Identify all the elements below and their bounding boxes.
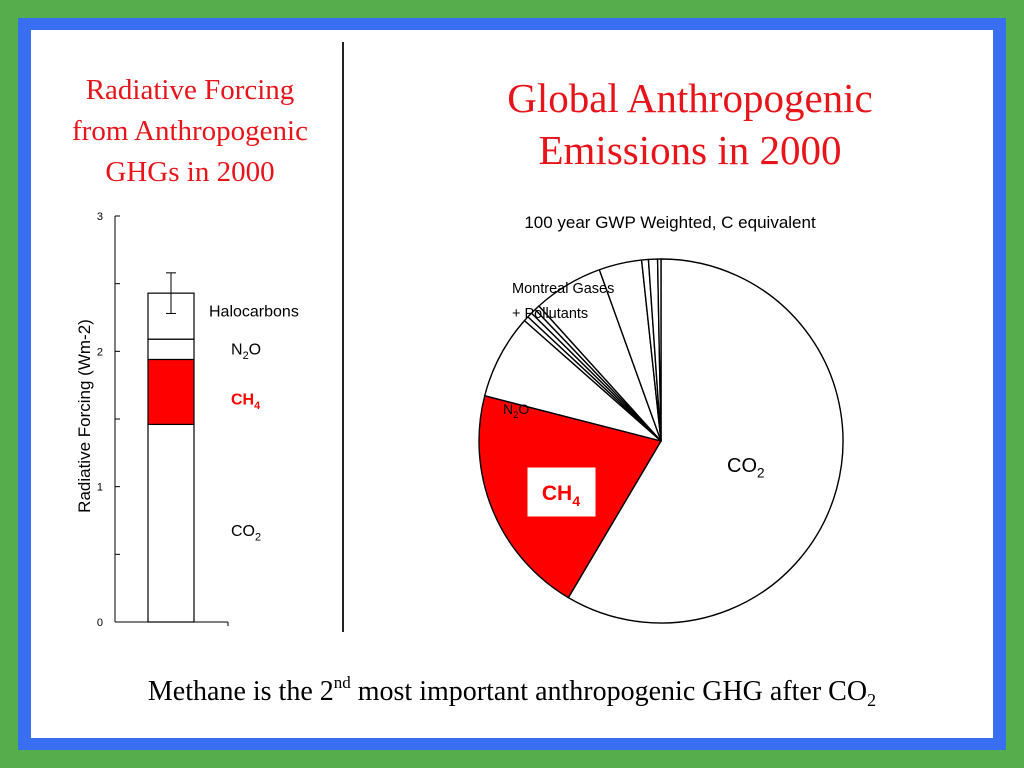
bar-segments [147, 272, 195, 623]
pie-slice-label-subscript: 2 [757, 466, 765, 481]
pie-slice-label-subscript: 4 [572, 494, 580, 510]
caption-text-middle: most important anthropogenic GHG after C… [350, 676, 868, 707]
bar-segment-label: CH4 [231, 392, 260, 412]
pie-slices [478, 258, 844, 624]
caption-superscript: nd [333, 673, 351, 692]
bar-segment-label-subscript: 2 [243, 350, 249, 362]
divider-line [342, 42, 344, 632]
y-tick-label: 3 [97, 211, 103, 223]
pie-slice-label-text: CO [727, 455, 757, 477]
right-title: Global Anthropogenic Emissions in 2000 [420, 72, 960, 176]
y-axis-label: Radiative Forcing (Wm-2) [75, 319, 94, 513]
bar-segment-label-text: CO [231, 523, 255, 540]
pie-slice-label-suffix: O [518, 401, 529, 417]
pie-slice [567, 258, 844, 624]
bar-segment [147, 423, 195, 623]
pie-title: 100 year GWP Weighted, C equivalent [524, 213, 816, 232]
y-tick-label: 2 [97, 346, 103, 358]
bar-segment-label: CO2 [231, 523, 261, 543]
pie-slice-label: CO2 [727, 455, 765, 481]
pie-annotation-line: + Pollutants [512, 306, 588, 322]
left-title: Radiative Forcing from Anthropogenic GHG… [45, 70, 335, 193]
y-tick-label: 0 [97, 617, 103, 629]
pie-slice-label: CH4 [542, 482, 580, 510]
caption-text-before: Methane is the 2 [147, 676, 334, 707]
bar-segment [147, 358, 195, 426]
right-title-line: Global Anthropogenic [507, 75, 873, 121]
pie-slice-label: N2O [503, 401, 529, 421]
bar-segment-label: N2O [231, 342, 261, 362]
bar-segment-label-subscript: 4 [254, 400, 260, 412]
bar-segment-label-suffix: O [249, 342, 261, 359]
bar-segment-label-text: N [231, 342, 243, 359]
bar-segment-label-text: CH [231, 392, 254, 409]
bar-segment-label: Halocarbons [209, 304, 299, 321]
left-title-line: from Anthropogenic [72, 115, 308, 147]
left-title-line: Radiative Forcing [85, 74, 295, 106]
bar-segment-label-subscript: 2 [255, 531, 261, 543]
pie-slice [656, 258, 662, 442]
y-tick-label: 1 [97, 482, 103, 494]
pie-annotation-line: Montreal Gases [512, 281, 614, 297]
left-title-line: GHGs in 2000 [105, 156, 275, 188]
caption: Methane is the 2nd most important anthro… [0, 673, 1024, 710]
caption-subscript: 2 [867, 690, 877, 710]
pie-slice-label-text: CH [542, 482, 572, 505]
pie-slice-label-subscript: 2 [513, 410, 518, 421]
pie-slice-label-text: N [503, 401, 513, 417]
ch4-label-box [527, 467, 596, 517]
right-title-line: Emissions in 2000 [538, 127, 842, 173]
